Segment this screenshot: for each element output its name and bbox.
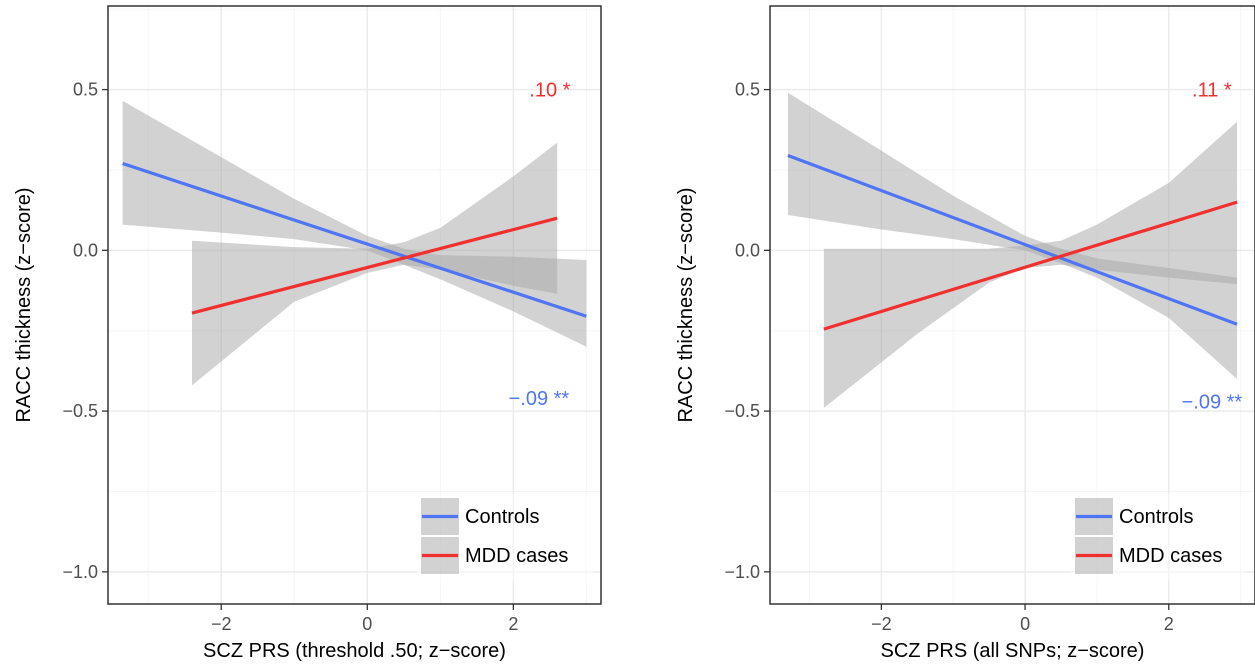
regression-line-mdd [191,216,558,315]
y-tick-label: 0.0 [73,240,98,260]
y-axis-title: RACC thickness (z−score) [675,187,697,422]
x-tick-label: 2 [508,614,518,634]
x-axis-title: SCZ PRS (threshold .50; z−score) [203,640,506,662]
y-axis-title: RACC thickness (z−score) [13,187,35,422]
plot-frame [107,5,602,605]
x-axis-title: SCZ PRS (all SNPs; z−score) [881,640,1145,662]
plot-area [122,100,587,386]
legend: Controls MDD cases [1071,494,1247,580]
right-panel: −.09 ** .11 * Controls MDD cases −2 0 2 −1.0 −0.… [675,5,1255,662]
y-tick-label: −0.5 [62,401,98,421]
y-tick-label: 0.5 [73,80,98,100]
y-tick-label: 0.5 [735,80,760,100]
x-tick-label: −2 [871,614,892,634]
coefficient-label-controls: −.09 ** [1182,391,1243,413]
regression-line-mdd [823,200,1238,331]
y-tick-label: −1.0 [724,562,760,582]
coefficient-label-mdd: .10 * [529,80,570,102]
legend-label: Controls [1119,506,1193,528]
x-tick-label: 2 [1164,614,1174,634]
plot-frame [769,5,1255,605]
coefficient-label-controls: −.09 ** [509,388,570,410]
coefficient-label-mdd: .11 * [1192,80,1232,102]
ci-band-controls [787,92,1238,379]
y-tick-label: −1.0 [62,562,98,582]
plot-area [787,92,1238,408]
legend: Controls MDD cases [417,494,593,580]
ci-band-controls [122,100,587,347]
regression-line-controls [787,154,1238,326]
regression-line-controls [122,162,587,318]
left-panel: −.09 ** .10 * Controls MDD cases −2 0 2 −1.0 −0.… [13,5,602,662]
x-tick-label: 0 [362,614,372,634]
legend-label: MDD cases [1119,545,1222,567]
y-tick-label: −0.5 [724,401,760,421]
y-tick-label: 0.0 [735,240,760,260]
x-tick-label: −2 [211,614,232,634]
legend-label: Controls [465,506,539,528]
legend-label: MDD cases [465,545,568,567]
x-tick-label: 0 [1020,614,1030,634]
